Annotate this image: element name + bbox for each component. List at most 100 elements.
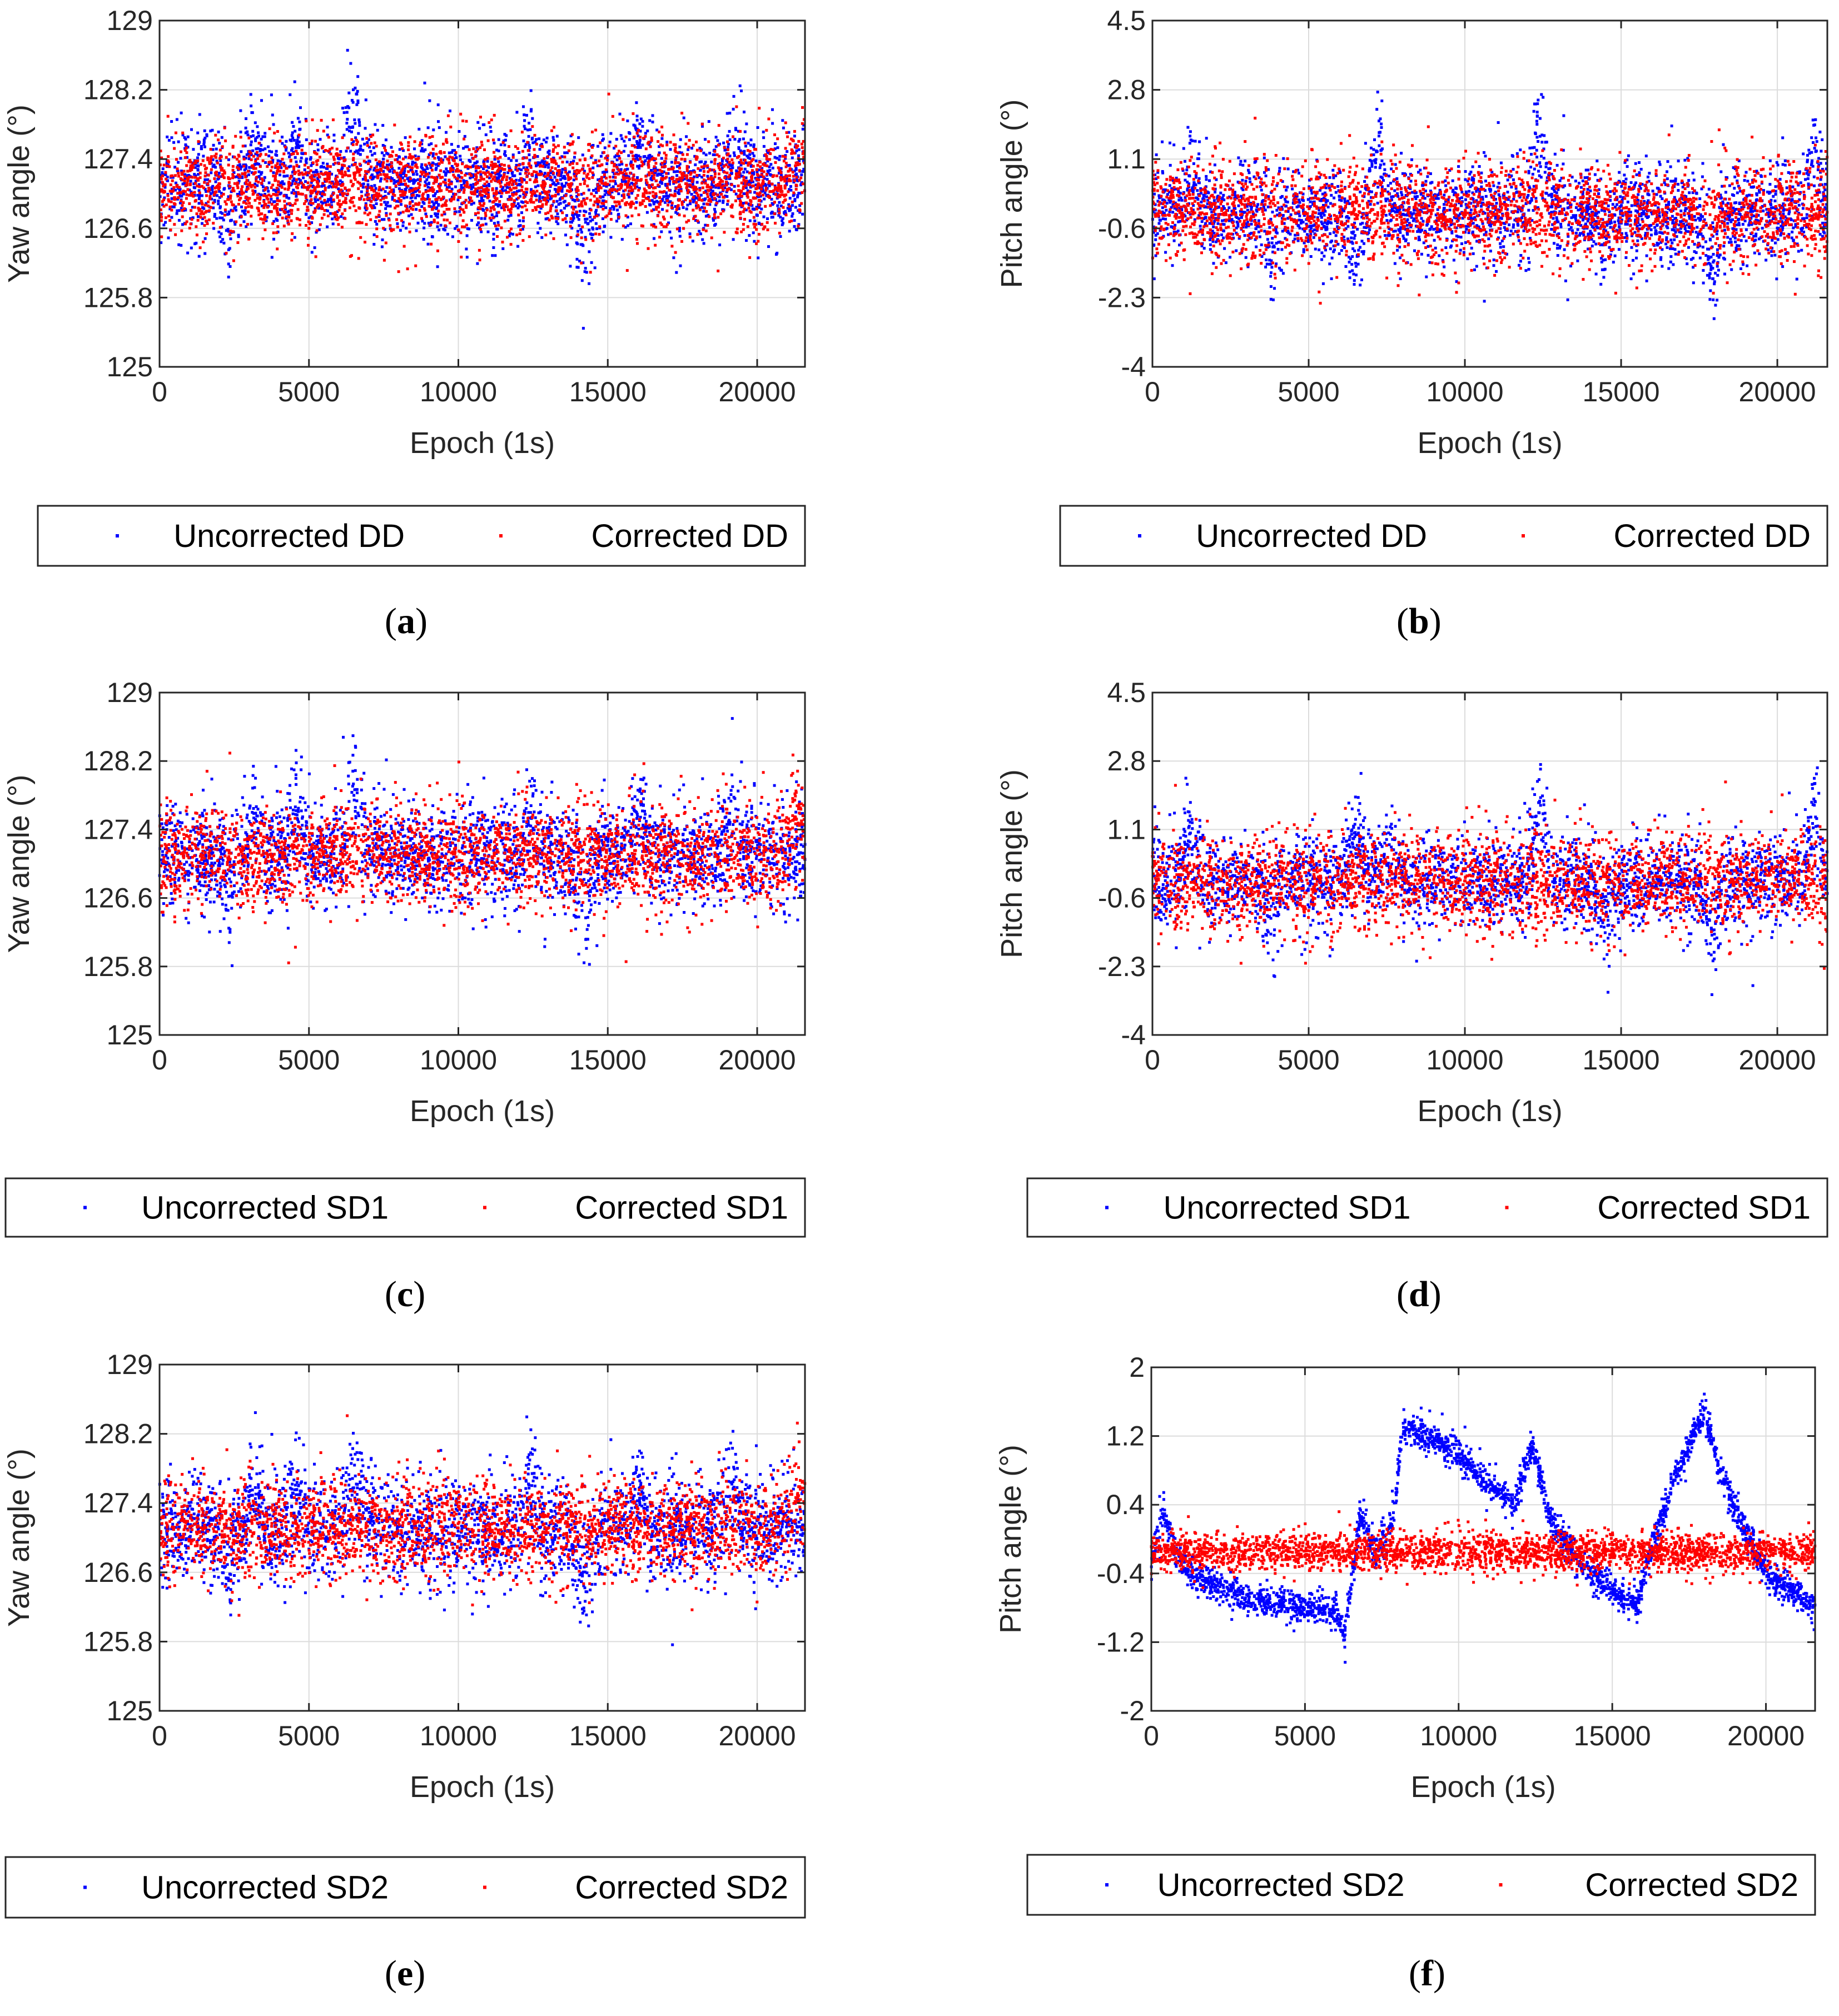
data-point xyxy=(589,156,593,159)
data-point xyxy=(664,153,668,157)
data-point xyxy=(598,185,602,188)
data-point xyxy=(521,157,525,160)
data-point xyxy=(546,151,550,154)
data-point xyxy=(356,89,359,93)
data-point xyxy=(762,175,765,178)
data-point xyxy=(365,193,369,197)
data-point xyxy=(181,223,184,226)
data-point xyxy=(750,178,753,182)
data-point xyxy=(513,201,516,204)
data-point xyxy=(357,206,361,210)
data-point xyxy=(719,178,723,182)
data-point xyxy=(713,170,717,173)
data-point xyxy=(717,164,720,167)
data-point xyxy=(257,131,260,135)
data-point xyxy=(239,131,242,133)
data-point xyxy=(364,127,367,130)
data-point xyxy=(740,161,743,165)
data-point xyxy=(617,192,620,196)
data-point xyxy=(420,217,423,220)
data-point xyxy=(159,176,162,179)
data-point xyxy=(704,153,708,157)
data-point xyxy=(227,230,230,233)
data-point xyxy=(367,138,370,141)
data-point xyxy=(749,200,753,203)
data-point xyxy=(752,145,756,148)
data-point xyxy=(173,166,177,169)
data-point xyxy=(503,143,506,147)
data-point xyxy=(763,163,767,167)
data-point xyxy=(298,182,301,185)
data-point xyxy=(448,155,451,158)
data-point xyxy=(583,170,586,173)
data-point xyxy=(747,206,750,210)
data-point xyxy=(291,203,294,207)
data-point xyxy=(600,202,604,205)
data-point xyxy=(626,167,629,171)
data-point xyxy=(771,182,774,186)
data-point xyxy=(171,176,175,179)
data-point xyxy=(525,208,528,212)
data-point xyxy=(459,207,463,211)
data-point xyxy=(454,185,457,188)
data-point xyxy=(418,144,421,147)
data-point xyxy=(680,151,683,155)
data-point xyxy=(309,184,312,187)
data-point xyxy=(257,181,260,184)
data-point xyxy=(788,188,791,191)
data-point xyxy=(295,141,298,145)
data-point xyxy=(533,191,536,195)
data-point xyxy=(217,172,221,175)
data-point xyxy=(678,188,681,192)
data-point xyxy=(759,184,763,187)
data-point xyxy=(480,217,483,220)
data-point xyxy=(350,254,353,257)
data-point xyxy=(674,181,678,184)
data-point xyxy=(381,163,385,166)
data-point xyxy=(321,201,324,205)
data-point xyxy=(414,165,417,168)
data-point xyxy=(801,146,804,150)
data-point xyxy=(410,213,413,216)
data-point xyxy=(706,175,709,178)
data-point xyxy=(222,241,226,245)
data-point xyxy=(507,198,510,201)
data-point xyxy=(174,181,177,185)
data-point xyxy=(774,222,777,225)
data-point xyxy=(367,193,370,196)
data-point xyxy=(233,182,236,185)
data-point xyxy=(602,151,605,154)
data-point xyxy=(629,222,632,226)
data-point xyxy=(381,124,385,127)
data-point xyxy=(299,145,301,148)
data-point xyxy=(745,122,748,126)
data-point xyxy=(386,152,390,156)
data-point xyxy=(420,197,423,201)
data-point xyxy=(189,167,192,170)
data-point xyxy=(436,190,439,193)
data-point xyxy=(767,245,770,248)
data-point xyxy=(281,157,284,161)
data-point xyxy=(665,223,669,226)
data-point xyxy=(767,149,770,152)
data-point xyxy=(203,216,206,219)
data-point xyxy=(456,190,460,193)
data-point xyxy=(203,252,207,255)
data-point xyxy=(203,187,207,191)
data-point xyxy=(319,197,322,200)
data-point xyxy=(599,141,602,145)
data-point xyxy=(594,232,598,236)
data-point xyxy=(624,203,627,206)
data-point xyxy=(686,191,689,195)
data-point xyxy=(350,130,353,133)
data-point xyxy=(227,210,231,213)
data-point xyxy=(244,175,247,178)
data-point xyxy=(740,175,744,178)
data-point xyxy=(554,217,558,220)
data-point xyxy=(711,198,714,201)
data-point xyxy=(332,185,335,188)
data-point xyxy=(262,206,266,209)
data-point xyxy=(420,205,424,208)
data-point xyxy=(610,190,614,193)
data-point xyxy=(180,243,183,247)
